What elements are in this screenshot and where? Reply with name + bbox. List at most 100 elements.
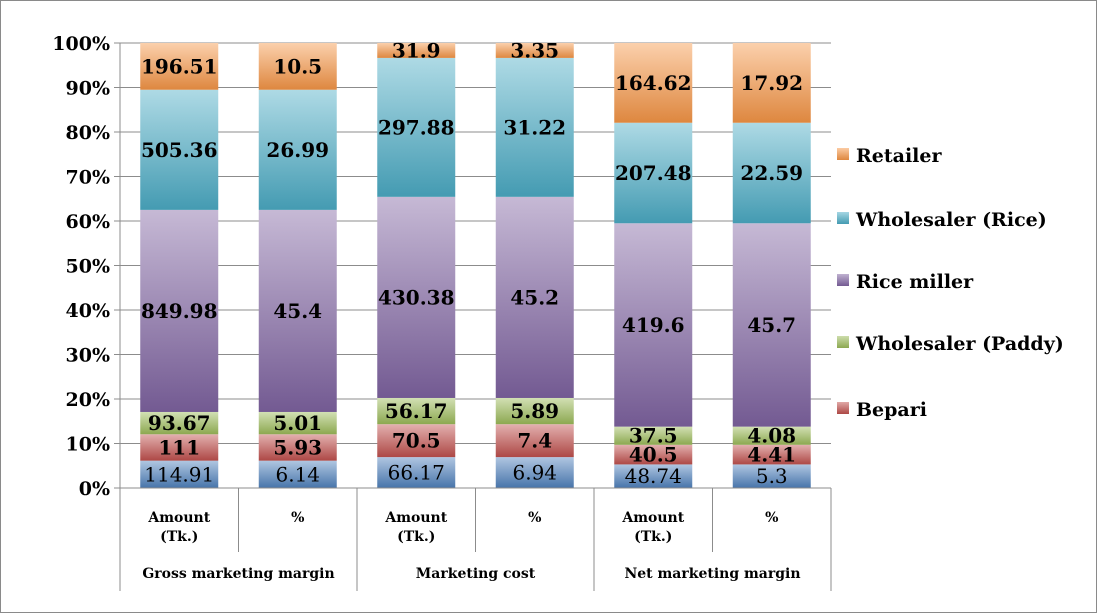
data-label: 6.14 <box>275 462 320 486</box>
bar-segment <box>732 122 811 224</box>
bar-segment <box>258 460 337 488</box>
bar-segment <box>495 457 574 488</box>
data-label: 164.62 <box>615 71 692 95</box>
data-label: 31.9 <box>392 38 441 62</box>
data-label: 4.08 <box>747 424 796 448</box>
bar-segment <box>732 464 811 488</box>
data-label: 66.17 <box>388 461 445 485</box>
bar-segment <box>614 444 693 465</box>
data-label: 5.89 <box>510 399 559 423</box>
bar-segment <box>495 196 574 398</box>
data-label: 7.4 <box>517 429 552 453</box>
bar-segment <box>377 424 456 458</box>
data-label: 114.91 <box>144 462 214 486</box>
legend-swatch <box>837 402 849 414</box>
data-label: 26.99 <box>266 138 329 162</box>
data-label: 37.5 <box>629 424 678 448</box>
legend-label: Bepari <box>856 399 927 421</box>
data-label: 48.74 <box>625 464 682 488</box>
bar-segment <box>732 223 811 427</box>
data-label: 207.48 <box>615 161 692 185</box>
data-label: 70.5 <box>392 429 441 453</box>
bar-segment <box>377 57 456 197</box>
bar-segment <box>258 411 337 435</box>
x-category-label: (Tk.) <box>634 529 672 545</box>
axes: 0% 10% 20% 30% 40% 50% 60% 70% 80% 90% 100% Amount (… <box>52 33 832 591</box>
bar-segment <box>140 43 219 90</box>
x-category-label: Amount <box>147 510 210 526</box>
legend-swatch <box>837 212 849 224</box>
y-tick-label: 0% <box>79 478 110 500</box>
legend-label: Retailer <box>856 145 942 167</box>
y-tick-label: 80% <box>66 122 111 144</box>
x-category-label: % <box>765 510 778 526</box>
bar-segment <box>495 397 574 425</box>
data-label: 430.38 <box>378 285 455 309</box>
bars <box>140 43 811 488</box>
bar-segment <box>614 223 693 427</box>
data-label: 849.98 <box>141 299 218 323</box>
bar-segment <box>732 426 811 445</box>
x-group-label: Net marketing margin <box>624 566 800 582</box>
data-label: 31.22 <box>503 115 566 139</box>
bar-segment <box>614 426 693 445</box>
y-tick-label: 40% <box>66 300 111 322</box>
bar-segment <box>140 411 219 435</box>
bar-segment <box>140 209 219 412</box>
legend-swatch <box>837 148 849 160</box>
data-label: 6.94 <box>512 461 557 485</box>
x-category-label: (Tk.) <box>160 529 198 545</box>
data-label: 56.17 <box>385 399 448 423</box>
x-category-label: Amount <box>621 510 684 526</box>
gridlines <box>120 42 831 489</box>
legend-label: Rice miller <box>856 271 974 293</box>
bar-segment <box>732 43 811 123</box>
data-label: 505.36 <box>141 138 218 162</box>
bar-segment <box>377 43 456 58</box>
data-label: 5.93 <box>273 435 322 459</box>
data-label: 111 <box>158 435 200 459</box>
data-label: 4.41 <box>747 443 796 467</box>
data-label: 45.7 <box>747 313 796 337</box>
bar-segment <box>140 89 219 210</box>
bar-segment <box>258 89 337 210</box>
bar-segment <box>614 43 693 123</box>
legend-label: Wholesaler (Paddy) <box>855 333 1064 355</box>
data-label: 45.4 <box>273 299 322 323</box>
data-label: 93.67 <box>148 411 211 435</box>
bar-segment <box>377 457 456 488</box>
bar-segment <box>495 424 574 458</box>
bar-segment <box>377 397 456 425</box>
bar-segment <box>140 434 219 461</box>
bar-segment <box>614 122 693 224</box>
data-label: 5.3 <box>756 464 788 488</box>
x-group-label: Marketing cost <box>416 566 536 582</box>
y-tick-label: 70% <box>66 167 111 189</box>
data-label: 22.59 <box>740 161 803 185</box>
bar-segment <box>614 464 693 488</box>
data-label: 10.5 <box>273 54 322 78</box>
data-label: 5.01 <box>273 411 322 435</box>
bar-segment <box>377 196 456 398</box>
data-label: 297.88 <box>378 115 455 139</box>
bar-segment <box>258 43 337 90</box>
legend-label: Wholesaler (Rice) <box>855 209 1047 231</box>
data-label: 3.35 <box>510 38 559 62</box>
data-label: 196.51 <box>141 54 218 78</box>
data-label: 40.5 <box>629 443 678 467</box>
bar-segment <box>258 209 337 412</box>
x-category-label: % <box>291 510 304 526</box>
y-tick-label: 20% <box>66 389 111 411</box>
x-category-label: (Tk.) <box>397 529 435 545</box>
legend: Retailer Wholesaler (Rice) Rice miller Whol… <box>837 145 1064 421</box>
legend-swatch <box>837 336 849 348</box>
y-tick-label: 90% <box>66 78 111 100</box>
y-tick-label: 30% <box>66 345 111 367</box>
x-category-label: Amount <box>384 510 447 526</box>
y-tick-label: 10% <box>66 434 111 456</box>
legend-swatch <box>837 274 849 286</box>
data-label: 17.92 <box>740 71 803 95</box>
